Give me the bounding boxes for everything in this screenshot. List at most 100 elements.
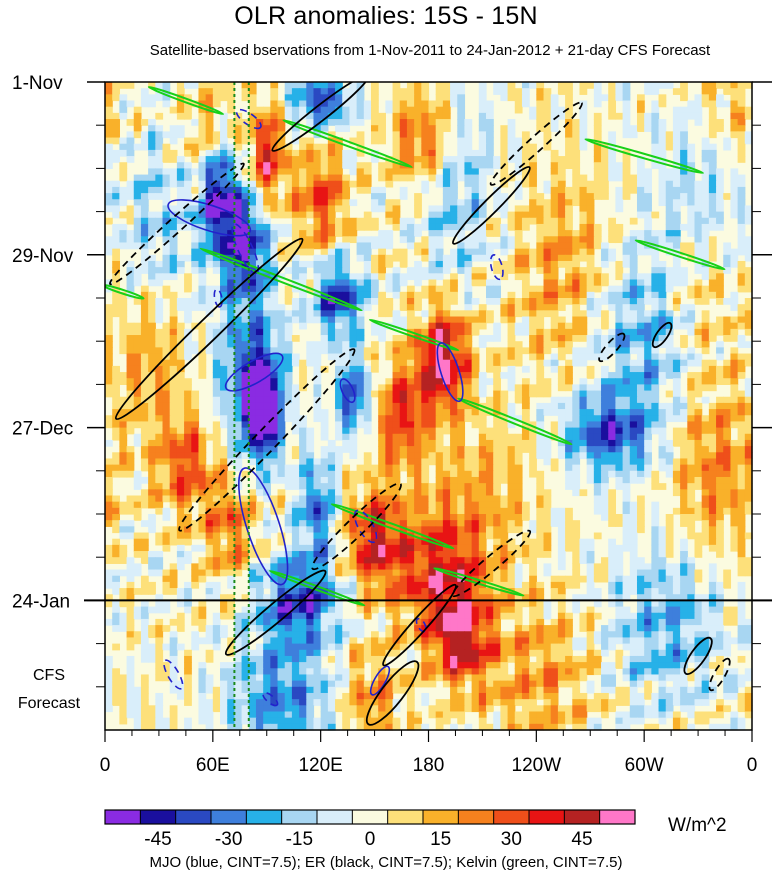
field-cell: [471, 199, 480, 207]
field-cell: [672, 174, 681, 182]
field-cell: [694, 427, 703, 435]
field-cell: [658, 100, 667, 108]
field-cell: [284, 88, 293, 95]
field-cell: [514, 149, 523, 157]
field-cell: [378, 458, 386, 466]
field-cell: [205, 514, 214, 521]
field-cell: [335, 378, 343, 385]
field-cell: [586, 279, 595, 287]
field-cell: [176, 464, 185, 472]
field-cell: [184, 279, 192, 287]
field-cell: [255, 298, 264, 305]
field-cell: [385, 452, 394, 460]
field-cell: [370, 279, 379, 287]
field-cell: [356, 476, 365, 484]
field-cell: [608, 137, 617, 145]
field-cell: [169, 304, 178, 311]
field-cell: [737, 310, 746, 318]
field-cell: [169, 316, 178, 324]
field-cell: [263, 236, 271, 244]
field-cell: [370, 353, 379, 361]
field-cell: [148, 230, 156, 237]
field-cell: [457, 433, 466, 441]
field-cell: [536, 112, 545, 120]
field-cell: [636, 230, 645, 237]
field-cell: [385, 433, 394, 441]
field-cell: [435, 285, 444, 293]
field-cell: [622, 186, 631, 194]
field-cell: [277, 390, 286, 398]
field-cell: [105, 316, 113, 324]
field-cell: [744, 470, 753, 478]
field-cell: [349, 316, 358, 324]
field-cell: [356, 162, 365, 169]
field-cell: [665, 316, 674, 324]
field-cell: [148, 452, 156, 460]
field-cell: [622, 341, 631, 348]
field-cell: [744, 304, 753, 311]
field-cell: [392, 322, 401, 330]
field-cell: [622, 242, 631, 250]
field-cell: [716, 433, 724, 441]
field-cell: [593, 162, 602, 169]
field-cell: [270, 452, 279, 460]
field-cell: [227, 273, 235, 281]
field-cell: [521, 409, 530, 416]
field-cell: [220, 199, 228, 207]
field-cell: [378, 304, 386, 311]
field-cell: [421, 291, 430, 299]
field-cell: [464, 125, 473, 132]
field-cell: [608, 415, 617, 423]
field-cell: [658, 174, 667, 182]
field-cell: [263, 390, 271, 398]
field-cell: [392, 248, 401, 256]
field-cell: [730, 316, 739, 324]
field-cell: [378, 254, 386, 262]
field-cell: [687, 501, 696, 509]
field-cell: [680, 199, 688, 207]
field-cell: [629, 335, 638, 342]
field-cell: [133, 409, 142, 416]
field-cell: [212, 409, 221, 416]
field-cell: [450, 205, 458, 213]
field-cell: [593, 489, 602, 497]
field-cell: [457, 390, 466, 398]
field-cell: [184, 180, 192, 188]
field-cell: [428, 242, 437, 250]
field-cell: [507, 452, 516, 460]
field-cell: [579, 446, 588, 453]
field-cell: [514, 452, 523, 460]
field-cell: [694, 186, 703, 194]
field-cell: [608, 248, 617, 256]
field-cell: [615, 402, 624, 410]
field-cell: [220, 205, 228, 213]
field-cell: [529, 458, 537, 466]
field-cell: [385, 483, 394, 490]
field-cell: [507, 143, 516, 151]
field-cell: [363, 421, 372, 429]
field-cell: [148, 483, 156, 490]
field-cell: [349, 168, 358, 176]
field-cell: [593, 100, 602, 108]
field-cell: [550, 156, 559, 163]
field-cell: [435, 125, 444, 132]
field-cell: [730, 409, 739, 416]
field-cell: [486, 365, 494, 373]
field-cell: [342, 149, 351, 157]
field-cell: [615, 88, 624, 95]
field-cell: [234, 452, 243, 460]
field-cell: [392, 211, 401, 219]
field-cell: [392, 100, 401, 108]
field-cell: [716, 82, 724, 89]
field-cell: [342, 186, 351, 194]
field-cell: [349, 223, 358, 231]
field-cell: [529, 149, 537, 157]
field-cell: [629, 439, 638, 447]
field-cell: [622, 236, 631, 244]
field-cell: [342, 322, 351, 330]
field-cell: [737, 230, 746, 237]
field-cell: [392, 341, 401, 348]
field-cell: [306, 236, 315, 244]
field-cell: [651, 267, 660, 274]
field-cell: [435, 489, 444, 497]
